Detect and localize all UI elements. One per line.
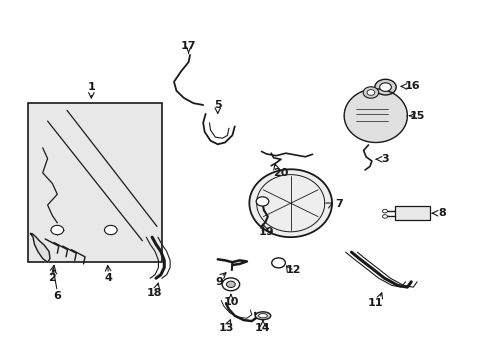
- Text: 5: 5: [214, 100, 221, 110]
- Ellipse shape: [255, 312, 270, 320]
- Circle shape: [271, 258, 285, 268]
- Text: 1: 1: [87, 82, 95, 92]
- Text: 7: 7: [335, 199, 343, 209]
- Circle shape: [363, 87, 378, 98]
- Text: 6: 6: [53, 291, 61, 301]
- Text: 17: 17: [181, 41, 196, 51]
- Polygon shape: [249, 169, 331, 237]
- Text: 14: 14: [255, 323, 270, 333]
- Text: 20: 20: [273, 168, 288, 178]
- Circle shape: [104, 225, 117, 235]
- Circle shape: [379, 83, 390, 91]
- Text: 8: 8: [437, 208, 445, 218]
- Text: 19: 19: [258, 227, 274, 237]
- Bar: [28, 103, 162, 262]
- Circle shape: [374, 79, 395, 95]
- Ellipse shape: [258, 314, 267, 318]
- Circle shape: [382, 215, 386, 218]
- Circle shape: [382, 209, 386, 213]
- Text: 13: 13: [218, 323, 233, 333]
- Text: 9: 9: [215, 277, 223, 287]
- Circle shape: [366, 90, 374, 95]
- Text: 16: 16: [404, 81, 419, 91]
- Text: 10: 10: [223, 297, 238, 307]
- Polygon shape: [30, 234, 50, 262]
- Circle shape: [222, 278, 239, 291]
- Text: 4: 4: [104, 273, 112, 283]
- Text: 2: 2: [48, 273, 56, 283]
- Text: 3: 3: [381, 154, 388, 164]
- Circle shape: [256, 197, 268, 206]
- Bar: [394, 206, 429, 220]
- Circle shape: [226, 281, 235, 288]
- Polygon shape: [344, 89, 407, 143]
- Circle shape: [51, 225, 63, 235]
- Text: 12: 12: [285, 265, 300, 275]
- Text: 11: 11: [367, 298, 383, 308]
- Text: 18: 18: [146, 288, 162, 297]
- Text: 15: 15: [408, 111, 424, 121]
